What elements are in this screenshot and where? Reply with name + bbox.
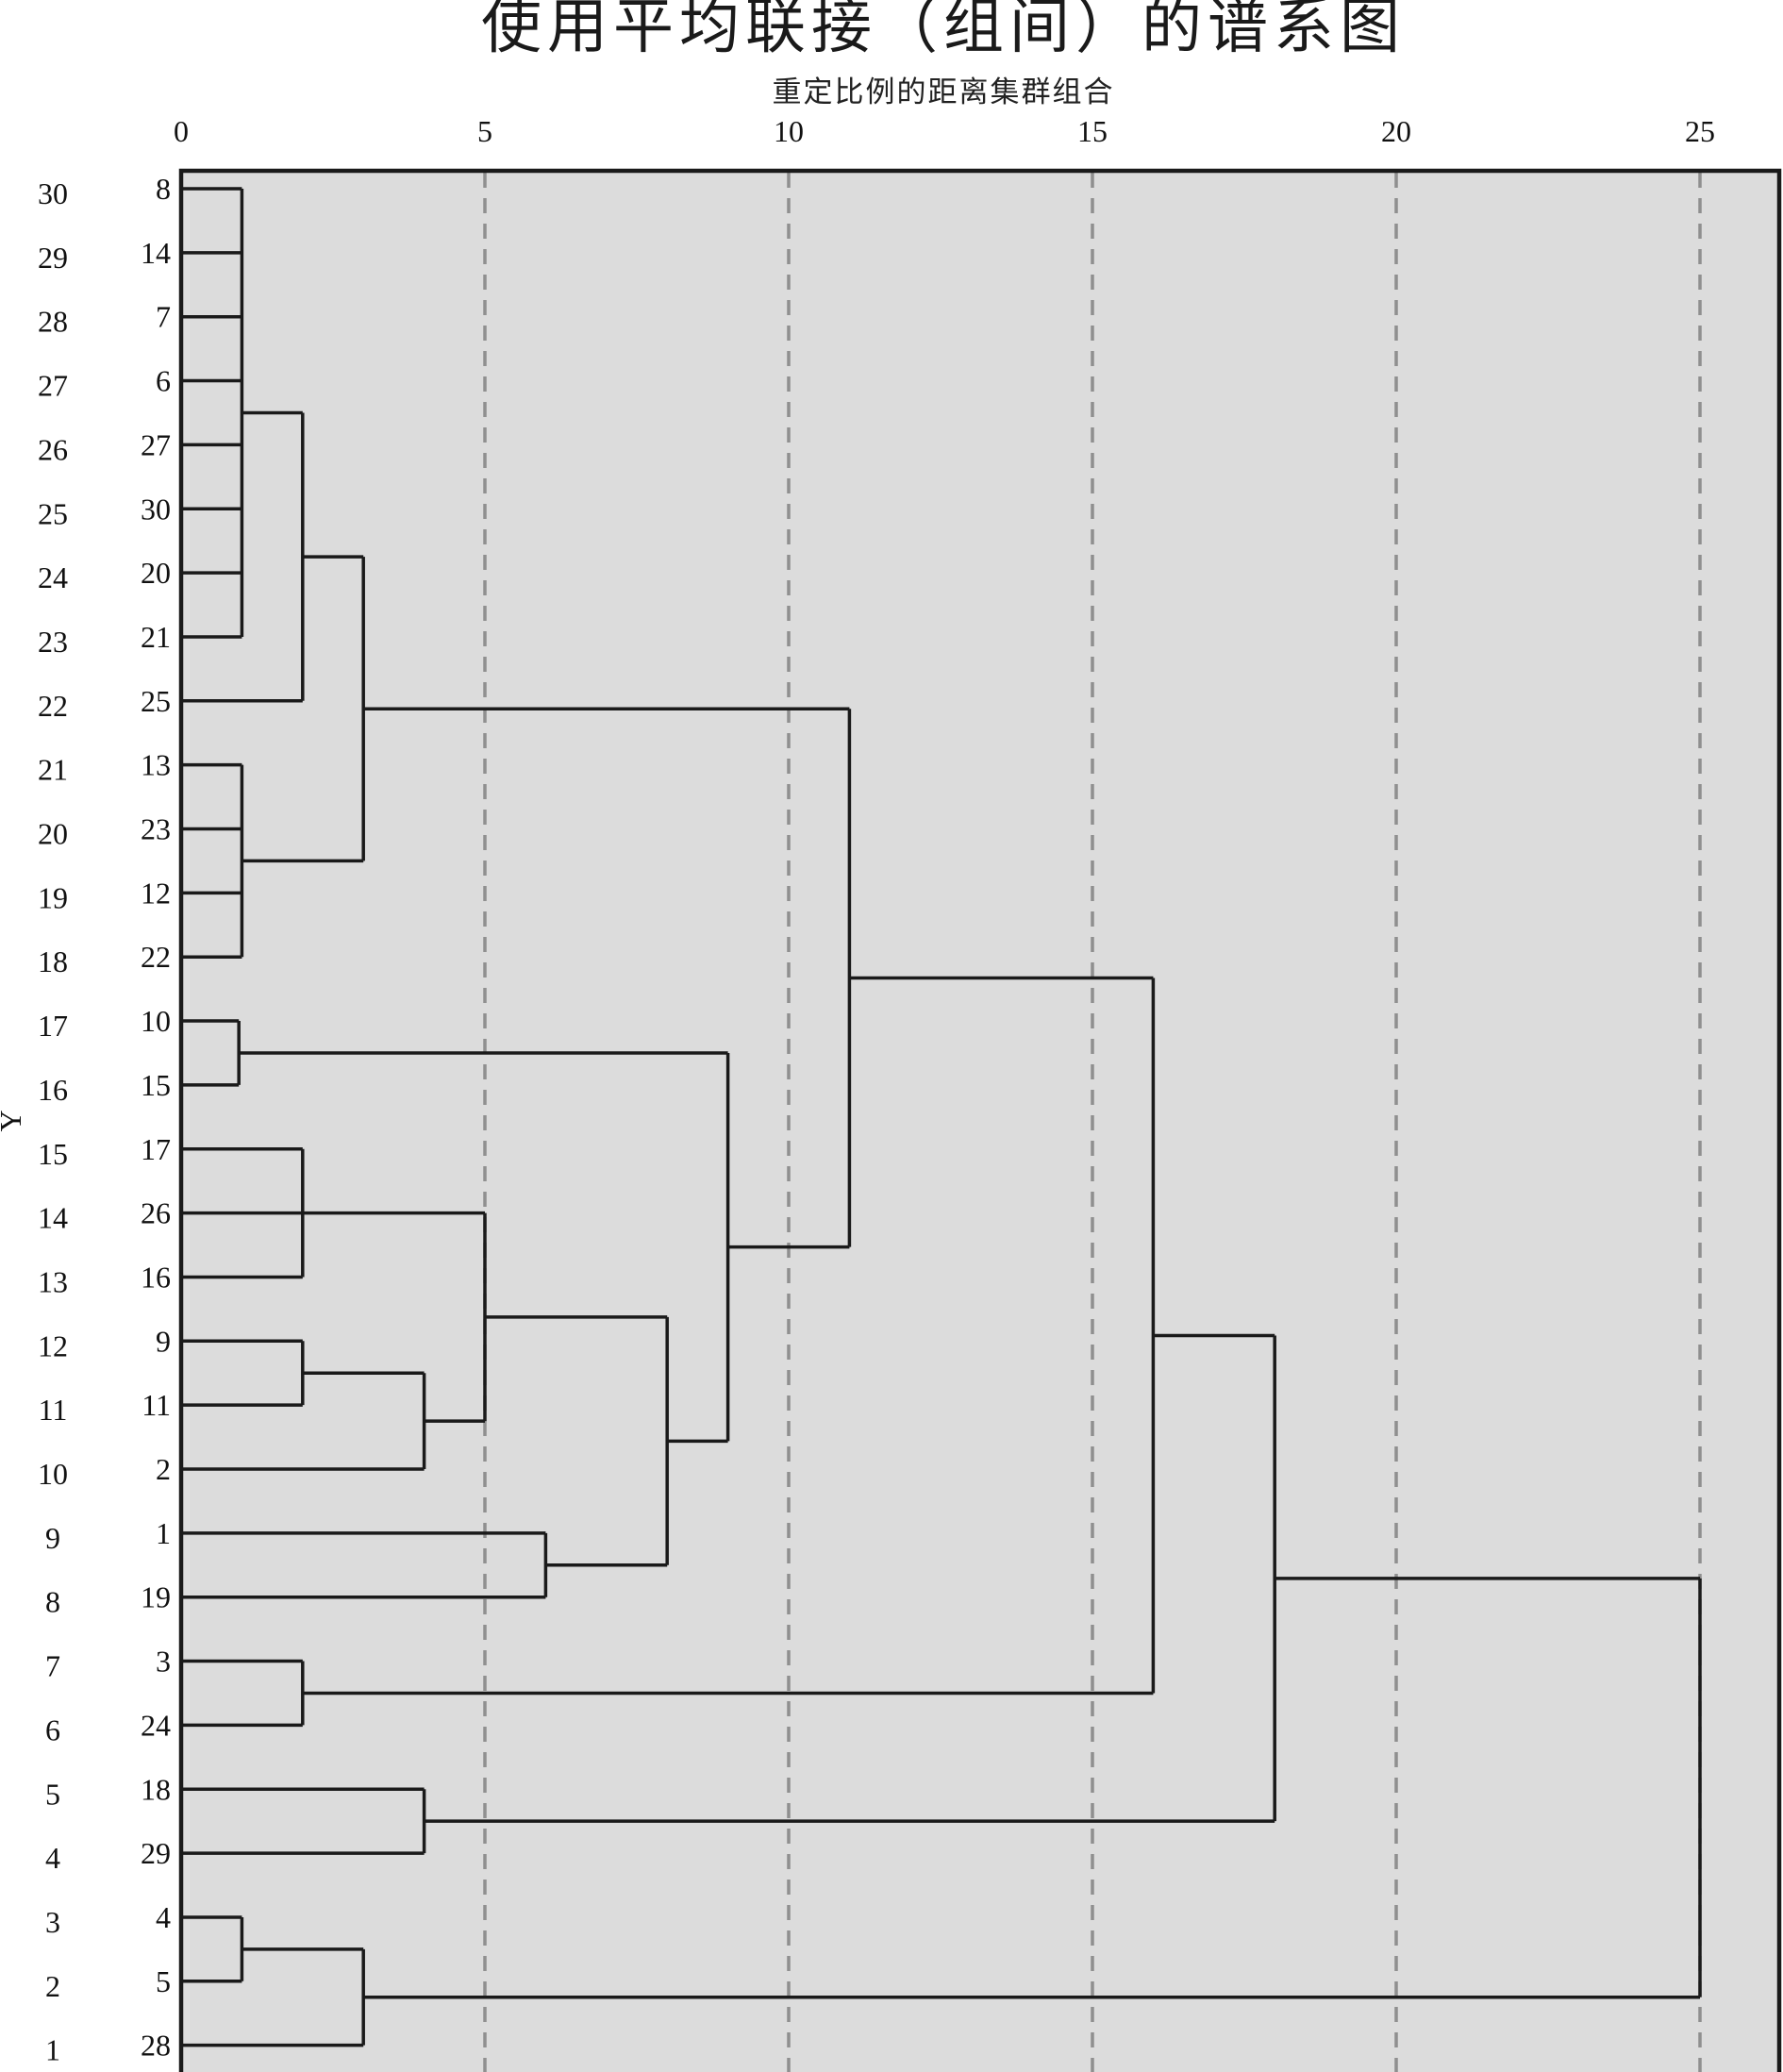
y-position-label: 22 <box>38 689 68 723</box>
y-position-label: 18 <box>38 944 68 978</box>
y-position-label: 15 <box>38 1137 68 1171</box>
y-axis-label: Y <box>0 1110 27 1131</box>
y-position-label: 13 <box>38 1264 68 1298</box>
y-position-label: 3 <box>45 1905 60 1939</box>
leaf-label: 18 <box>141 1772 171 1806</box>
x-tick-label: 15 <box>1077 114 1108 148</box>
y-position-label: 6 <box>45 1713 60 1746</box>
gridlines <box>483 173 1702 2072</box>
chart-title: 使用平均联接（组间）的谱系图 <box>481 0 1406 62</box>
dendrogram-link <box>363 1577 1702 1999</box>
leaf-label: 24 <box>141 1708 171 1742</box>
y-position-label: 19 <box>38 880 68 914</box>
leaf-label: 10 <box>141 1004 171 1038</box>
x-tick-label: 25 <box>1685 114 1715 148</box>
y-position-label: 12 <box>38 1328 68 1362</box>
dendrogram-link <box>181 762 244 959</box>
leaf-label: 16 <box>141 1260 171 1294</box>
leaf-label: 20 <box>141 556 171 590</box>
y-position-label: 23 <box>38 625 68 659</box>
x-axis-ticks: 0 5 10 15 20 25 <box>174 114 1715 148</box>
leaf-label: 6 <box>156 364 171 398</box>
leaf-label: 27 <box>141 427 171 461</box>
leaf-label: 14 <box>141 236 171 270</box>
leaf-label: 30 <box>141 492 171 526</box>
plot-frame <box>178 168 1782 2072</box>
leaf-label: 22 <box>141 940 171 974</box>
y-position-labels: 3029282726252423222120191817161514131211… <box>38 176 68 2067</box>
y-position-label: 17 <box>38 1009 68 1043</box>
axis-title: 重定比例的距离集群组合 <box>773 75 1115 109</box>
leaf-label: 19 <box>141 1580 171 1614</box>
leaf-label: 8 <box>156 172 171 206</box>
y-position-label: 4 <box>45 1841 60 1875</box>
y-position-label: 20 <box>38 817 68 851</box>
y-position-label: 24 <box>38 560 68 594</box>
x-tick-label: 20 <box>1381 114 1411 148</box>
dendrogram-link <box>181 1147 305 1279</box>
y-position-label: 25 <box>38 496 68 530</box>
leaf-label: 25 <box>141 684 171 718</box>
y-position-label: 9 <box>45 1521 60 1555</box>
leaf-label: 7 <box>156 300 171 334</box>
x-tick-label: 0 <box>174 114 189 148</box>
leaf-label: 5 <box>156 1964 171 1998</box>
leaf-label: 28 <box>141 2029 171 2063</box>
y-position-label: 8 <box>45 1585 60 1619</box>
y-position-label: 14 <box>38 1201 68 1235</box>
y-position-label: 29 <box>38 241 68 275</box>
leaf-label: 17 <box>141 1132 171 1166</box>
leaf-label: 15 <box>141 1068 171 1102</box>
leaf-label: 26 <box>141 1196 171 1230</box>
x-tick-label: 10 <box>774 114 804 148</box>
y-position-label: 2 <box>45 1969 60 2003</box>
leaf-label: 11 <box>142 1388 171 1422</box>
plot-area <box>181 171 1779 2072</box>
y-position-label: 21 <box>38 753 68 787</box>
y-position-label: 28 <box>38 305 68 339</box>
y-position-label: 7 <box>45 1649 60 1683</box>
y-position-label: 26 <box>38 432 68 466</box>
dendrogram-links <box>181 187 1702 2047</box>
leaf-label: 3 <box>156 1645 171 1679</box>
leaf-label: 9 <box>156 1324 171 1358</box>
y-position-label: 30 <box>38 176 68 210</box>
y-position-label: 27 <box>38 369 68 403</box>
leaf-label: 12 <box>141 876 171 910</box>
leaf-label: 13 <box>141 748 171 782</box>
y-position-label: 5 <box>45 1777 60 1811</box>
leaf-label: 2 <box>156 1452 171 1486</box>
leaf-label: 23 <box>141 812 171 846</box>
y-position-label: 16 <box>38 1073 68 1107</box>
y-position-label: 10 <box>38 1457 68 1491</box>
y-position-label: 1 <box>45 2033 60 2067</box>
leaf-label: 29 <box>141 1836 171 1870</box>
leaf-label: 4 <box>156 1900 171 1934</box>
y-position-label: 11 <box>39 1393 68 1427</box>
leaf-label: 21 <box>141 620 171 654</box>
x-tick-label: 5 <box>477 114 492 148</box>
leaf-label: 1 <box>156 1516 171 1550</box>
leaf-labels: 8147627302021251323122210151726169112119… <box>141 172 171 2063</box>
